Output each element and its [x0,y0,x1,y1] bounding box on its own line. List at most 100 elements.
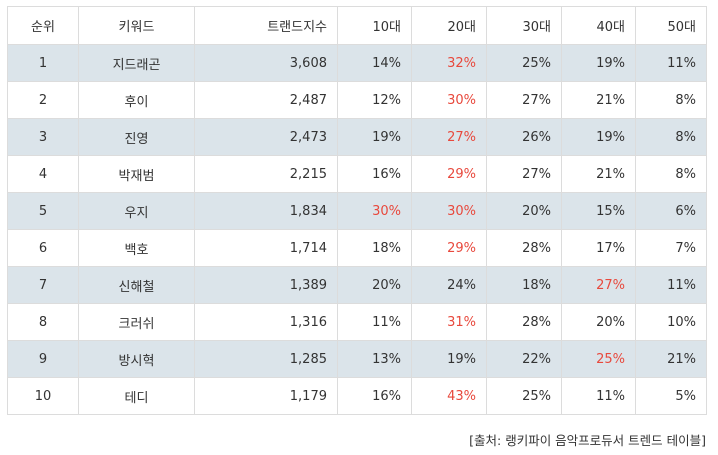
source-caption: [출처: 랭키파이 음악프로듀서 트렌드 테이블] [469,433,706,448]
age-30s-cell: 25% [486,44,562,82]
keyword-cell: 지드래곤 [78,44,195,82]
age-40s-cell: 15% [561,192,636,230]
table-header: 순위 키워드 트랜드지수 10대 20대 30대 40대 50대 [7,6,707,45]
age-50s-cell: 21% [635,340,707,378]
age-10s-cell: 20% [337,266,412,304]
age-30s-cell: 26% [486,118,562,156]
header-age-20s: 20대 [411,6,487,45]
table-row: 5 우지 1,834 30% 30% 20% 15% 6% [7,192,707,230]
header-keyword: 키워드 [78,6,195,45]
keyword-cell: 우지 [78,192,195,230]
rank-cell: 1 [7,44,79,82]
rank-cell: 4 [7,155,79,193]
rank-cell: 6 [7,229,79,267]
age-50s-cell: 11% [635,266,707,304]
age-20s-cell: 19% [411,340,487,378]
age-10s-cell: 19% [337,118,412,156]
trend-table-container: 순위 키워드 트랜드지수 10대 20대 30대 40대 50대 1 지드래곤 … [7,6,707,415]
age-30s-cell: 25% [486,377,562,415]
age-10s-cell: 16% [337,155,412,193]
table-row: 8 크러쉬 1,316 11% 31% 28% 20% 10% [7,303,707,341]
age-40s-cell: 21% [561,81,636,119]
header-trend-index: 트랜드지수 [194,6,338,45]
rank-cell: 9 [7,340,79,378]
table-row: 6 백호 1,714 18% 29% 28% 17% 7% [7,229,707,267]
age-30s-cell: 28% [486,229,562,267]
table-row: 2 후이 2,487 12% 30% 27% 21% 8% [7,81,707,119]
keyword-cell: 진영 [78,118,195,156]
rank-cell: 10 [7,377,79,415]
keyword-cell: 후이 [78,81,195,119]
trend-index-cell: 1,179 [194,377,338,415]
age-10s-cell: 30% [337,192,412,230]
trend-index-cell: 1,834 [194,192,338,230]
table-body: 1 지드래곤 3,608 14% 32% 25% 19% 11% 2 후이 2,… [7,44,707,415]
header-age-50s: 50대 [635,6,707,45]
age-50s-cell: 8% [635,155,707,193]
rank-cell: 8 [7,303,79,341]
age-50s-cell: 8% [635,118,707,156]
header-rank: 순위 [7,6,79,45]
age-20s-cell: 31% [411,303,487,341]
age-10s-cell: 14% [337,44,412,82]
age-20s-cell: 30% [411,192,487,230]
trend-index-cell: 1,714 [194,229,338,267]
age-30s-cell: 18% [486,266,562,304]
age-10s-cell: 12% [337,81,412,119]
age-10s-cell: 11% [337,303,412,341]
age-30s-cell: 20% [486,192,562,230]
table-row: 7 신해철 1,389 20% 24% 18% 27% 11% [7,266,707,304]
age-20s-cell: 27% [411,118,487,156]
rank-cell: 5 [7,192,79,230]
trend-index-cell: 3,608 [194,44,338,82]
table-row: 1 지드래곤 3,608 14% 32% 25% 19% 11% [7,44,707,82]
header-row: 순위 키워드 트랜드지수 10대 20대 30대 40대 50대 [7,6,707,45]
trend-index-cell: 2,215 [194,155,338,193]
trend-index-cell: 2,473 [194,118,338,156]
age-50s-cell: 11% [635,44,707,82]
keyword-cell: 백호 [78,229,195,267]
age-30s-cell: 27% [486,81,562,119]
age-10s-cell: 18% [337,229,412,267]
age-40s-cell: 11% [561,377,636,415]
rank-cell: 7 [7,266,79,304]
age-10s-cell: 13% [337,340,412,378]
age-30s-cell: 28% [486,303,562,341]
header-age-10s: 10대 [337,6,412,45]
age-40s-cell: 20% [561,303,636,341]
age-40s-cell: 27% [561,266,636,304]
age-20s-cell: 29% [411,229,487,267]
age-20s-cell: 29% [411,155,487,193]
age-40s-cell: 19% [561,44,636,82]
age-10s-cell: 16% [337,377,412,415]
trend-table: 순위 키워드 트랜드지수 10대 20대 30대 40대 50대 1 지드래곤 … [7,6,707,415]
trend-index-cell: 1,389 [194,266,338,304]
age-20s-cell: 24% [411,266,487,304]
trend-index-cell: 1,285 [194,340,338,378]
rank-cell: 2 [7,81,79,119]
keyword-cell: 박재범 [78,155,195,193]
age-50s-cell: 8% [635,81,707,119]
header-age-40s: 40대 [561,6,636,45]
age-50s-cell: 7% [635,229,707,267]
keyword-cell: 신해철 [78,266,195,304]
keyword-cell: 방시혁 [78,340,195,378]
table-row: 10 테디 1,179 16% 43% 25% 11% 5% [7,377,707,415]
age-40s-cell: 25% [561,340,636,378]
trend-index-cell: 2,487 [194,81,338,119]
table-row: 9 방시혁 1,285 13% 19% 22% 25% 21% [7,340,707,378]
trend-index-cell: 1,316 [194,303,338,341]
age-20s-cell: 30% [411,81,487,119]
table-row: 3 진영 2,473 19% 27% 26% 19% 8% [7,118,707,156]
keyword-cell: 테디 [78,377,195,415]
age-20s-cell: 43% [411,377,487,415]
age-40s-cell: 21% [561,155,636,193]
rank-cell: 3 [7,118,79,156]
age-30s-cell: 22% [486,340,562,378]
age-40s-cell: 19% [561,118,636,156]
age-50s-cell: 10% [635,303,707,341]
header-age-30s: 30대 [486,6,562,45]
age-20s-cell: 32% [411,44,487,82]
age-50s-cell: 5% [635,377,707,415]
age-50s-cell: 6% [635,192,707,230]
